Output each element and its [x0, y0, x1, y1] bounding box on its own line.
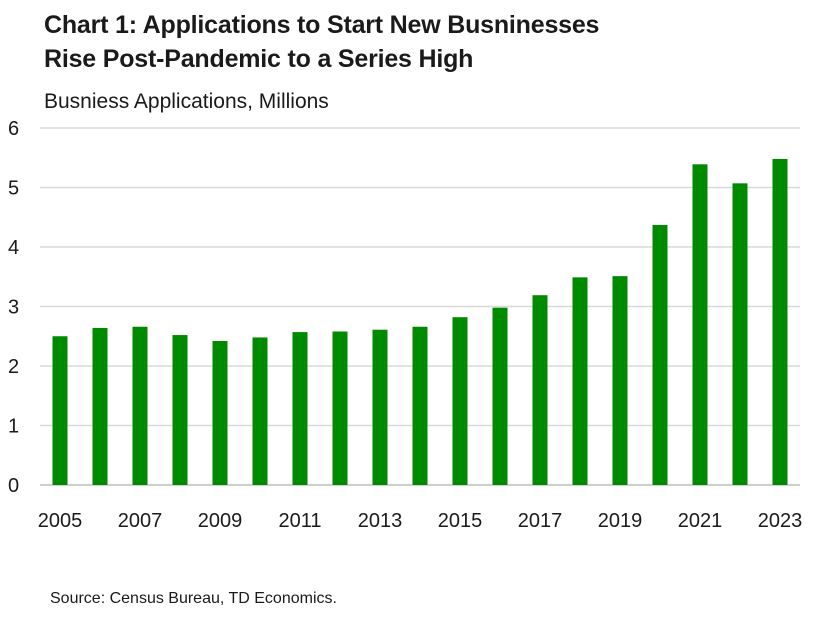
y-tick-label: 3: [8, 297, 19, 319]
x-tick-label: 2011: [278, 510, 321, 532]
bar-2014: [412, 326, 428, 485]
source-note: Source: Census Bureau, TD Economics.: [50, 590, 337, 607]
bar-2016: [492, 307, 508, 485]
bars: [52, 158, 788, 486]
bar-2021: [692, 164, 708, 486]
bar-2020: [652, 224, 668, 486]
bar-2008: [172, 335, 188, 485]
x-tick-label: 2023: [758, 510, 803, 532]
x-tick-label: 2021: [678, 510, 723, 532]
x-tick-label: 2005: [38, 510, 83, 532]
y-tick-label: 2: [8, 356, 19, 378]
bar-2017: [532, 295, 548, 485]
x-tick-label: 2015: [438, 510, 483, 532]
x-tick-label: 2019: [598, 510, 643, 532]
bar-2005: [52, 336, 68, 485]
y-tick-label: 5: [8, 178, 19, 200]
bar-2011: [292, 332, 308, 485]
y-tick-label: 4: [8, 237, 19, 259]
bar-2019: [612, 276, 628, 485]
bar-2007: [132, 326, 148, 485]
chart-title-line-1: Chart 1: Applications to Start New Busni…: [44, 11, 600, 39]
chart-title: Chart 1: Applications to Start New Busni…: [44, 8, 599, 76]
bar-2010: [252, 337, 268, 485]
x-tick-label: 2009: [198, 510, 243, 532]
chart-title-line-2: Rise Post-Pandemic to a Series High: [44, 45, 474, 73]
x-tick-label: 2017: [518, 510, 563, 532]
gridlines: [40, 127, 800, 486]
bar-2022: [732, 183, 748, 485]
bar-2023: [772, 158, 788, 485]
bar-2006: [92, 327, 108, 485]
x-tick-label: 2013: [358, 510, 403, 532]
bar-2015: [452, 317, 468, 485]
y-tick-label: 6: [8, 118, 19, 140]
y-tick-label: 0: [8, 475, 19, 497]
bar-2018: [572, 277, 588, 485]
y-tick-label: 1: [8, 416, 19, 438]
y-axis-ticks: 0 1 2 3 4 5 6: [8, 118, 19, 497]
chart-subtitle: Busniess Applications, Millions: [44, 90, 329, 113]
x-axis-ticks: 2005 2007 2009 2011 2013 2015 2017 2019 2021 2023: [38, 510, 803, 532]
x-tick-label: 2007: [118, 510, 163, 532]
bar-2013: [372, 329, 388, 485]
bar-2012: [332, 331, 348, 485]
bar-2009: [212, 341, 228, 485]
